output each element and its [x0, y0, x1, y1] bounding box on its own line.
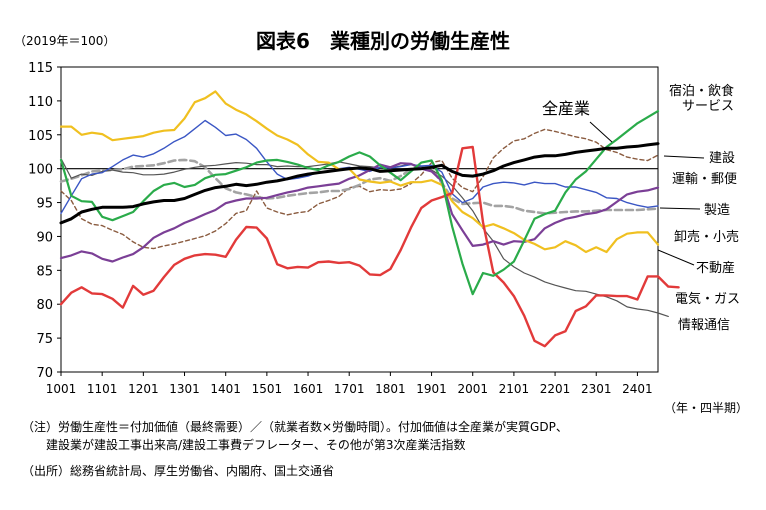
x-tick-label: 1501	[252, 382, 283, 396]
leader-all-industries	[589, 121, 613, 143]
x-tick-label: 1901	[416, 382, 447, 396]
y-tick-label: 115	[28, 61, 53, 76]
x-tick-label: 2201	[540, 382, 571, 396]
label-hotel-line1: 宿泊・飲食	[669, 83, 734, 99]
x-tick-label: 1201	[128, 382, 159, 396]
label-manufacturing: 製造	[704, 203, 730, 218]
leader-construction	[663, 155, 705, 159]
plot-frame	[60, 66, 659, 373]
series-line-2	[60, 128, 659, 250]
series-line-1	[59, 109, 660, 296]
note-line-1: （注）労働生産性＝付加価値（最終需要）／（就業者数×労働時間）。付加価値は全産業…	[22, 420, 568, 434]
x-tick-label: 1001	[46, 382, 77, 396]
source-note: （出所）総務省統計局、厚生労働省、内閣府、国土交通省	[22, 464, 335, 478]
leader-real-estate	[657, 249, 695, 266]
x-tick-label: 2001	[457, 382, 488, 396]
y-tick-label: 80	[36, 298, 53, 313]
label-all-industries: 全産業	[542, 99, 590, 118]
x-tick-label: 2401	[622, 382, 653, 396]
series-line-3	[59, 162, 660, 263]
series-line-8	[60, 157, 669, 317]
series-line-0	[59, 142, 660, 225]
series-line-6	[59, 90, 660, 254]
note-line-2: 建設業が建設工事出来高/建設工事費デフレーター、その他が第3次産業活指数	[22, 438, 466, 452]
y-tick-label: 105	[28, 129, 53, 144]
series-line-7	[59, 145, 680, 348]
x-tick-label: 2301	[581, 382, 612, 396]
x-tick-label: 1801	[375, 382, 406, 396]
x-tick-label: 2101	[499, 382, 530, 396]
x-tick-label: 1301	[169, 382, 200, 396]
y-tick-label: 110	[28, 95, 53, 110]
y-tick-label: 70	[36, 366, 53, 381]
label-info-comm: 情報通信	[678, 318, 730, 333]
chart-title: 図表6 業種別の労働生産性	[256, 29, 510, 53]
label-hotel-line2: サービス	[682, 99, 734, 114]
y-tick-label: 85	[36, 264, 53, 279]
x-tick-label: 1701	[334, 382, 365, 396]
x-axis-label: （年・四半期）	[664, 401, 748, 415]
label-real-estate: 不動産	[696, 260, 735, 276]
x-tick-label: 1601	[293, 382, 324, 396]
unit-label: （2019年＝100）	[14, 34, 115, 48]
y-tick-label: 100	[28, 163, 53, 178]
x-tick-label: 1401	[210, 382, 241, 396]
y-axis: 70 75 80 85 90 95 100 105 110 115	[28, 61, 61, 381]
x-tick-label: 1101	[87, 382, 118, 396]
label-construction: 建設	[709, 150, 735, 166]
y-tick-label: 90	[36, 230, 53, 245]
series-layer	[59, 90, 680, 348]
label-transport: 運輸・郵便	[672, 172, 737, 187]
y-tick-label: 95	[36, 197, 53, 212]
leader-manufacturing	[659, 207, 701, 210]
y-tick-label: 75	[36, 332, 53, 347]
x-axis: 1001 1101 1201 1301 1401 1501 1601 1701 1801 1901…	[46, 372, 653, 396]
label-wholesale: 卸売・小売	[674, 229, 739, 245]
series-line-4	[59, 158, 660, 215]
label-electricity: 電気・ガス	[675, 291, 740, 307]
